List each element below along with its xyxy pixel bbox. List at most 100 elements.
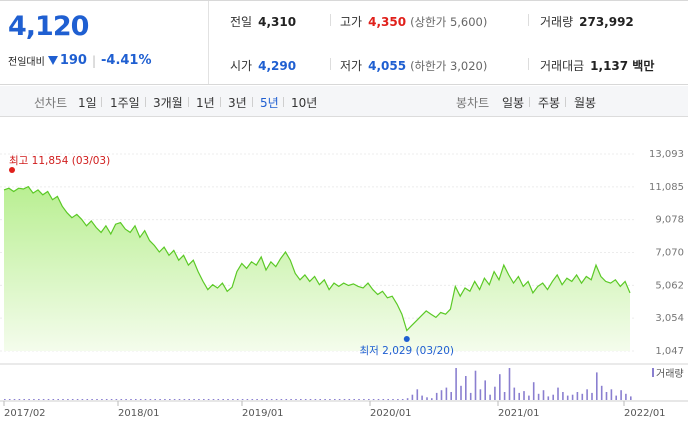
volume-bar [47, 399, 50, 400]
volume-bar [455, 368, 457, 400]
volume-bar [33, 399, 35, 400]
volume-bar [343, 399, 346, 400]
volume-bar [110, 399, 113, 400]
y-tick-label: 3,054 [655, 313, 684, 324]
volume-bar [38, 399, 40, 400]
volume-bar [566, 395, 569, 400]
volume-bar [401, 399, 404, 400]
volume-bar [610, 389, 613, 400]
volume-bar [295, 399, 297, 400]
volume-bar [149, 399, 152, 400]
volume-bar [397, 399, 399, 400]
volume-bar [178, 399, 181, 400]
volume-bar [377, 399, 380, 400]
low-label: 최저 2,029 (03/20) [360, 345, 455, 357]
stats-grid: 전일 4,310 고가 4,350 (상한가 5,600) 거래량 273,99… [210, 1, 688, 84]
x-axis-labels: 2017/02 2018/01 2019/01 2020/01 2021/01 2022/… [3, 401, 666, 419]
change-label: 전일대비 [8, 57, 45, 68]
volume-bar [319, 399, 321, 400]
change-row: 전일대비 190 | -4.41% [8, 53, 152, 68]
stat-divider [528, 58, 529, 70]
period-5y[interactable]: 5년 [260, 96, 279, 110]
stat-sub: (상한가 5,600) [410, 15, 488, 29]
volume-bar [513, 387, 516, 400]
current-price: 4,120 [8, 11, 89, 42]
volume-bar [217, 399, 220, 400]
candle-weekly[interactable]: 주봉 [538, 96, 561, 110]
change-percent: -4.41% [101, 53, 152, 68]
period-1w[interactable]: 1주일 [110, 96, 140, 110]
volume-bar [81, 399, 84, 400]
volume-bar [105, 399, 108, 400]
toolbar-separator [529, 97, 530, 107]
volume-bar [86, 399, 89, 400]
y-tick-label: 13,093 [649, 149, 684, 160]
volume-bar [426, 397, 428, 400]
stat-divider [330, 14, 331, 26]
price-chart-svg: 13,093 11,085 9,078 7,070 5,062 3,054 1,047 최고… [0, 149, 688, 419]
price-area [4, 186, 630, 351]
stat-label: 저가 [340, 59, 363, 73]
volume-bar [101, 399, 103, 400]
volume-bar [431, 398, 433, 400]
y-axis-labels: 13,093 11,085 9,078 7,070 5,062 3,054 1,047 [649, 149, 684, 357]
volume-bar [290, 399, 292, 400]
volume-bar [183, 399, 186, 400]
volume-bar [334, 399, 336, 400]
volume-bar [304, 399, 307, 400]
volume-bar [236, 399, 239, 400]
volume-bar [353, 399, 355, 400]
volume-bar [188, 399, 190, 400]
period-1d[interactable]: 1일 [78, 96, 97, 110]
volume-bar [528, 395, 530, 400]
volume-bar [266, 399, 268, 400]
stat-value: 273,992 [579, 15, 634, 29]
volume-bar [227, 399, 229, 400]
stat-divider [330, 58, 331, 70]
stat-label: 시가 [230, 59, 253, 73]
stat-label: 거래대금 [540, 59, 585, 73]
volume-bar [91, 399, 93, 400]
volume-bar [406, 398, 409, 400]
volume-bar [300, 399, 302, 400]
volume-bar [329, 399, 331, 400]
stat-label: 전일 [230, 15, 253, 29]
volume-bar [57, 399, 59, 400]
period-1y[interactable]: 1년 [196, 96, 215, 110]
volume-bar [435, 392, 438, 400]
volume-bar [212, 399, 215, 400]
volume-bar [605, 392, 608, 400]
change-amount: 190 [59, 53, 87, 68]
period-3m[interactable]: 3개월 [153, 96, 183, 110]
volume-bar [76, 399, 79, 400]
volume-bar [139, 399, 142, 400]
period-3y[interactable]: 3년 [228, 96, 247, 110]
volume-bar [630, 396, 632, 400]
volume-bar [576, 392, 579, 400]
period-10y[interactable]: 10년 [291, 96, 318, 110]
stat-value: 4,055 [368, 59, 407, 73]
candle-monthly[interactable]: 월봉 [574, 96, 597, 110]
volume-bar [173, 399, 176, 400]
x-tick-label: 2022/01 [624, 408, 666, 419]
volume-bar [154, 399, 156, 400]
toolbar-separator [252, 97, 253, 107]
x-tick-label: 2021/01 [498, 408, 540, 419]
stat-volume: 거래량 273,992 [540, 13, 634, 30]
volume-bar [198, 399, 200, 400]
candle-chart-label: 봉차트 [456, 96, 490, 110]
volume-bar [469, 392, 472, 400]
volume-bar [125, 399, 127, 400]
chart-toolbar: 선차트 1일 1주일 3개월 1년 3년 5년 10년 봉차트 일봉 주봉 월봉 [0, 86, 688, 117]
volume-bar [222, 399, 224, 400]
candle-daily[interactable]: 일봉 [502, 96, 525, 110]
volume-bar [479, 389, 482, 400]
volume-bar [450, 392, 452, 400]
volume-bar [484, 380, 486, 400]
volume-bar [280, 399, 283, 400]
volume-bar [71, 399, 74, 400]
volume-bar [586, 389, 588, 400]
volume-bar [309, 399, 312, 400]
y-tick-label: 1,047 [655, 346, 684, 357]
volume-bar [348, 399, 351, 400]
